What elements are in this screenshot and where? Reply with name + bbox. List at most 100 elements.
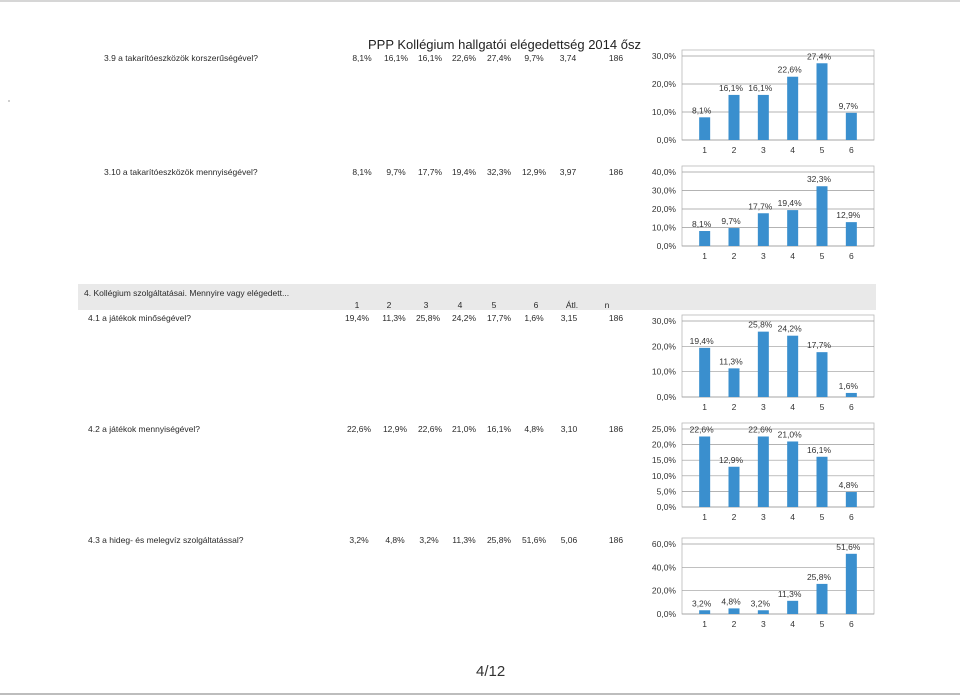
bar	[816, 583, 828, 614]
bar	[699, 231, 711, 246]
bar	[845, 392, 857, 397]
table-row: 4.2 a játékok mennyiségével? 22,6% 12,9%…	[0, 424, 640, 440]
bar	[757, 331, 769, 397]
x-tick-label: 6	[849, 402, 854, 412]
bar-chart-svg: 0,0% 10,0% 20,0% 30,0% 8,1% 1 16,1% 2 16,1% 3 22,6…	[652, 49, 875, 155]
data-label: 22,6%	[690, 424, 715, 434]
data-label: 3,2%	[692, 598, 712, 608]
column-header: 6	[533, 300, 539, 310]
x-tick-label: 4	[790, 619, 795, 629]
x-tick-label: 4	[790, 251, 795, 261]
data-label: 4,8%	[721, 596, 741, 606]
table-cell: 4,8%	[385, 535, 405, 545]
table-cell: 24,2%	[451, 313, 477, 323]
bar-chart-svg: 0,0% 10,0% 20,0% 30,0% 40,0% 8,1% 1 9,7% 2 17,7% 3…	[652, 165, 875, 261]
column-header: 5	[491, 300, 497, 310]
table-cell: 16,1%	[417, 53, 443, 63]
table-cell: 16,1%	[486, 424, 512, 434]
y-tick-label: 30,0%	[652, 51, 677, 61]
table-cell: 25,8%	[486, 535, 512, 545]
table-cell: 27,4%	[486, 53, 512, 63]
data-label: 19,4%	[690, 336, 715, 346]
x-tick-label: 6	[849, 145, 854, 155]
bar	[787, 441, 799, 507]
bar	[816, 63, 828, 140]
table-cell: 3,15	[560, 313, 578, 323]
bar	[845, 553, 857, 614]
x-tick-label: 5	[820, 402, 825, 412]
x-tick-label: 3	[761, 145, 766, 155]
bar	[728, 228, 740, 246]
plot-frame	[681, 49, 875, 141]
bar	[757, 436, 769, 507]
question-label: 3.10 a takarítóeszközök mennyiségével?	[104, 167, 258, 177]
table-cell: 3,74	[559, 53, 577, 63]
bar	[787, 210, 799, 246]
bar	[728, 94, 740, 140]
data-label: 17,7%	[807, 340, 832, 350]
y-tick-label: 10,0%	[652, 471, 677, 481]
y-tick-label: 10,0%	[652, 367, 677, 377]
data-label: 16,1%	[807, 445, 832, 455]
table-cell: 11,3%	[382, 313, 406, 323]
bar	[787, 335, 799, 397]
column-header: 1	[354, 300, 360, 310]
y-tick-label: 40,0%	[652, 562, 677, 572]
table-cell: 9,7%	[524, 53, 544, 63]
column-header: n	[604, 300, 610, 310]
bar	[816, 456, 828, 507]
table-cell: 51,6%	[521, 535, 547, 545]
y-tick-label: 10,0%	[652, 223, 677, 233]
bar	[845, 112, 857, 140]
bar	[845, 492, 857, 507]
table-cell: 3,97	[559, 167, 577, 177]
table-cell: 5,06	[560, 535, 578, 545]
table-cell: 16,1%	[383, 53, 409, 63]
bar-chart-svg: 0,0% 20,0% 40,0% 60,0% 3,2% 1 4,8% 2 3,2% 3 11,3% 4…	[652, 537, 875, 629]
page-top-edge	[0, 0, 960, 2]
y-tick-label: 25,0%	[652, 424, 677, 434]
x-tick-label: 2	[732, 145, 737, 155]
table-cell: 1,6%	[524, 313, 544, 323]
x-tick-label: 2	[732, 619, 737, 629]
x-tick-label: 6	[849, 512, 854, 522]
x-tick-label: 2	[732, 251, 737, 261]
table-cell: 19,4%	[344, 313, 370, 323]
table-cell: 8,1%	[352, 167, 372, 177]
data-label: 22,6%	[778, 65, 803, 75]
bar	[787, 600, 799, 614]
bar	[787, 76, 799, 140]
bar	[816, 352, 828, 397]
y-tick-label: 0,0%	[657, 609, 677, 619]
bar	[728, 368, 740, 397]
data-label: 4,8%	[839, 480, 859, 490]
table-cell: 186	[608, 424, 624, 434]
table-cell: 12,9%	[521, 167, 547, 177]
table-row: 4.1 a játékok minőségével? 19,4% 11,3% 2…	[0, 313, 640, 329]
x-tick-label: 3	[761, 251, 766, 261]
table-cell: 3,2%	[349, 535, 369, 545]
bar	[757, 610, 769, 614]
column-header: 2	[386, 300, 392, 310]
table-cell: 186	[608, 535, 624, 545]
y-tick-label: 20,0%	[652, 341, 677, 351]
document-title: PPP Kollégium hallgatói elégedettség 201…	[368, 37, 641, 52]
x-tick-label: 3	[761, 402, 766, 412]
table-cell: 21,0%	[451, 424, 477, 434]
column-header: 3	[423, 300, 429, 310]
x-tick-label: 2	[732, 512, 737, 522]
bar	[757, 94, 769, 140]
x-tick-label: 6	[849, 619, 854, 629]
bar	[816, 186, 828, 246]
x-tick-label: 5	[820, 145, 825, 155]
x-tick-label: 1	[702, 251, 707, 261]
table-cell: 3,2%	[419, 535, 439, 545]
y-tick-label: 30,0%	[652, 186, 677, 196]
bar	[728, 608, 740, 614]
data-label: 17,7%	[748, 201, 773, 211]
bar	[699, 610, 711, 614]
y-tick-label: 0,0%	[657, 392, 677, 402]
y-tick-label: 40,0%	[652, 167, 677, 177]
x-tick-label: 3	[761, 512, 766, 522]
data-label: 12,9%	[719, 455, 744, 465]
